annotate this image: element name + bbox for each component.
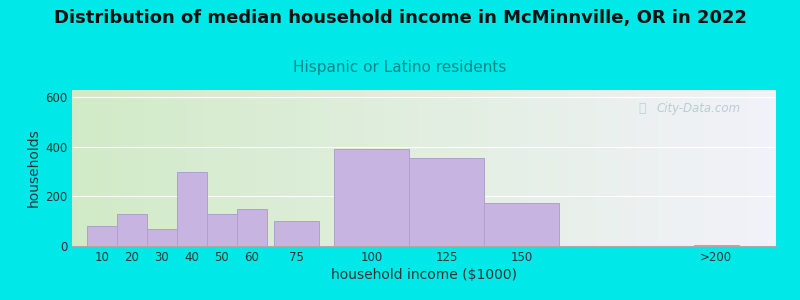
Bar	[409, 158, 484, 246]
Bar	[207, 214, 237, 246]
Bar	[87, 226, 117, 246]
Y-axis label: households: households	[26, 129, 41, 207]
Bar	[334, 149, 409, 246]
Text: City-Data.com: City-Data.com	[656, 102, 741, 115]
Text: Hispanic or Latino residents: Hispanic or Latino residents	[294, 60, 506, 75]
Bar	[117, 214, 147, 246]
Bar	[147, 229, 177, 246]
Bar	[484, 203, 559, 246]
Bar	[237, 209, 266, 246]
Bar	[694, 245, 738, 246]
Bar	[177, 172, 207, 246]
Text: ⓘ: ⓘ	[638, 102, 646, 115]
Bar	[274, 221, 319, 246]
X-axis label: household income ($1000): household income ($1000)	[331, 268, 517, 282]
Text: Distribution of median household income in McMinnville, OR in 2022: Distribution of median household income …	[54, 9, 746, 27]
